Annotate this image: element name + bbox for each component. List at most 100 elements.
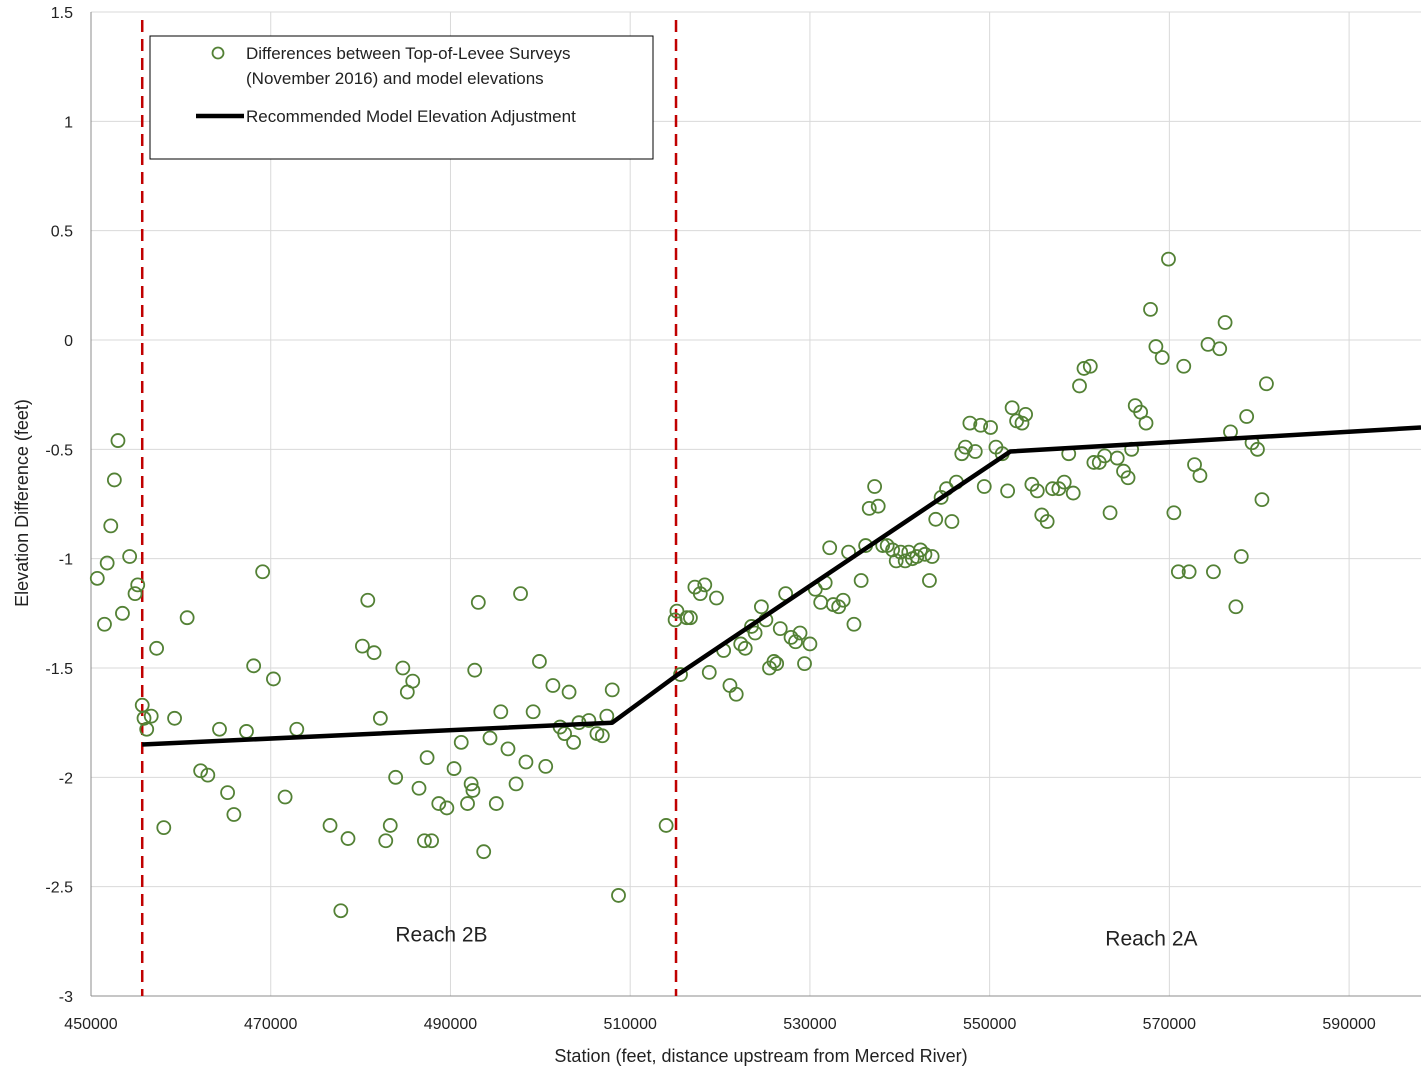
data-point [728, 686, 744, 702]
y-tick-label: -0.5 [45, 442, 73, 459]
data-point [962, 415, 978, 431]
data-point [200, 767, 216, 783]
data-point [513, 586, 528, 602]
data-point [106, 472, 122, 488]
data-point [246, 658, 262, 674]
annotations: Reach 2B Reach 2A [395, 923, 1197, 950]
data-point [532, 654, 547, 669]
data-point [967, 444, 983, 459]
data-point [130, 577, 146, 593]
data-point [1181, 564, 1197, 580]
data-point [566, 734, 581, 750]
data-point [1039, 514, 1055, 529]
data-point [500, 741, 516, 757]
data-point [476, 844, 492, 860]
data-point [1029, 483, 1045, 499]
data-point [395, 660, 411, 676]
legend-points-label-line2: (November 2016) and model elevations [246, 69, 544, 88]
data-point [110, 433, 126, 448]
data-point [1045, 481, 1060, 497]
data-point [1170, 564, 1186, 580]
data-point [382, 818, 398, 833]
y-tick-label: 0.5 [51, 224, 73, 241]
data-point [709, 590, 724, 606]
data-point [957, 439, 973, 455]
data-point [797, 656, 812, 672]
data-point [658, 818, 674, 833]
data-point [924, 549, 940, 564]
data-point [973, 417, 989, 433]
data-point [103, 518, 119, 534]
data-point [1161, 251, 1176, 267]
data-point [604, 682, 620, 698]
y-axis-title: Elevation Difference (feet) [12, 399, 32, 607]
data-point [378, 833, 394, 849]
data-point [127, 586, 143, 602]
data-point [508, 776, 524, 792]
data-points [89, 251, 1274, 919]
data-point [1065, 485, 1081, 501]
data-point [1228, 599, 1244, 615]
data-point [682, 610, 698, 626]
data-point [482, 730, 498, 746]
data-point [692, 586, 708, 602]
data-point [525, 704, 541, 720]
data-point [922, 573, 937, 588]
data-point [122, 549, 138, 564]
data-point [1138, 415, 1154, 431]
data-point [673, 667, 688, 682]
data-point [143, 708, 159, 724]
legend-points-label-line1: Differences between Top-of-Levee Surveys [246, 44, 570, 63]
data-point [822, 540, 838, 556]
data-point [1233, 549, 1249, 564]
data-point [802, 636, 818, 652]
data-point [893, 544, 909, 560]
data-point [1154, 350, 1170, 365]
data-point [928, 511, 944, 527]
data-point [255, 564, 271, 580]
data-point [266, 671, 281, 687]
data-point [467, 662, 483, 678]
data-point [1014, 415, 1030, 431]
legend: Differences between Top-of-Levee Surveys… [149, 35, 654, 160]
data-point [747, 625, 763, 641]
data-point [697, 577, 713, 593]
data-point [913, 542, 928, 558]
data-point [411, 780, 427, 796]
y-tick-label: -1.5 [45, 661, 73, 678]
y-tick-label: 1 [64, 114, 73, 131]
data-point [1148, 339, 1164, 354]
data-point [1000, 483, 1016, 499]
data-point [772, 621, 788, 637]
data-point [783, 629, 799, 645]
data-point [611, 888, 626, 903]
data-point [561, 684, 577, 700]
data-point [1206, 564, 1221, 580]
data-point [867, 479, 883, 494]
data-point [322, 818, 338, 833]
data-point [861, 500, 877, 516]
x-tick-label: 490000 [424, 1016, 477, 1033]
x-tick-label: 530000 [783, 1016, 836, 1033]
data-point [212, 721, 227, 737]
data-point [1076, 361, 1092, 376]
data-point [220, 785, 235, 801]
data-point [1120, 470, 1136, 486]
data-point [366, 645, 382, 661]
data-point [149, 640, 165, 656]
x-tick-label: 450000 [64, 1016, 117, 1033]
reach-label: Reach 2A [1105, 928, 1197, 951]
data-point [594, 728, 610, 744]
data-point [97, 616, 112, 632]
data-point [538, 759, 554, 774]
data-point [737, 640, 753, 656]
data-point [470, 595, 486, 610]
data-point [460, 796, 475, 811]
data-point [1250, 441, 1265, 457]
data-point [1143, 301, 1158, 317]
data-point [888, 553, 904, 569]
data-point [1259, 376, 1274, 392]
data-point [1109, 450, 1125, 466]
